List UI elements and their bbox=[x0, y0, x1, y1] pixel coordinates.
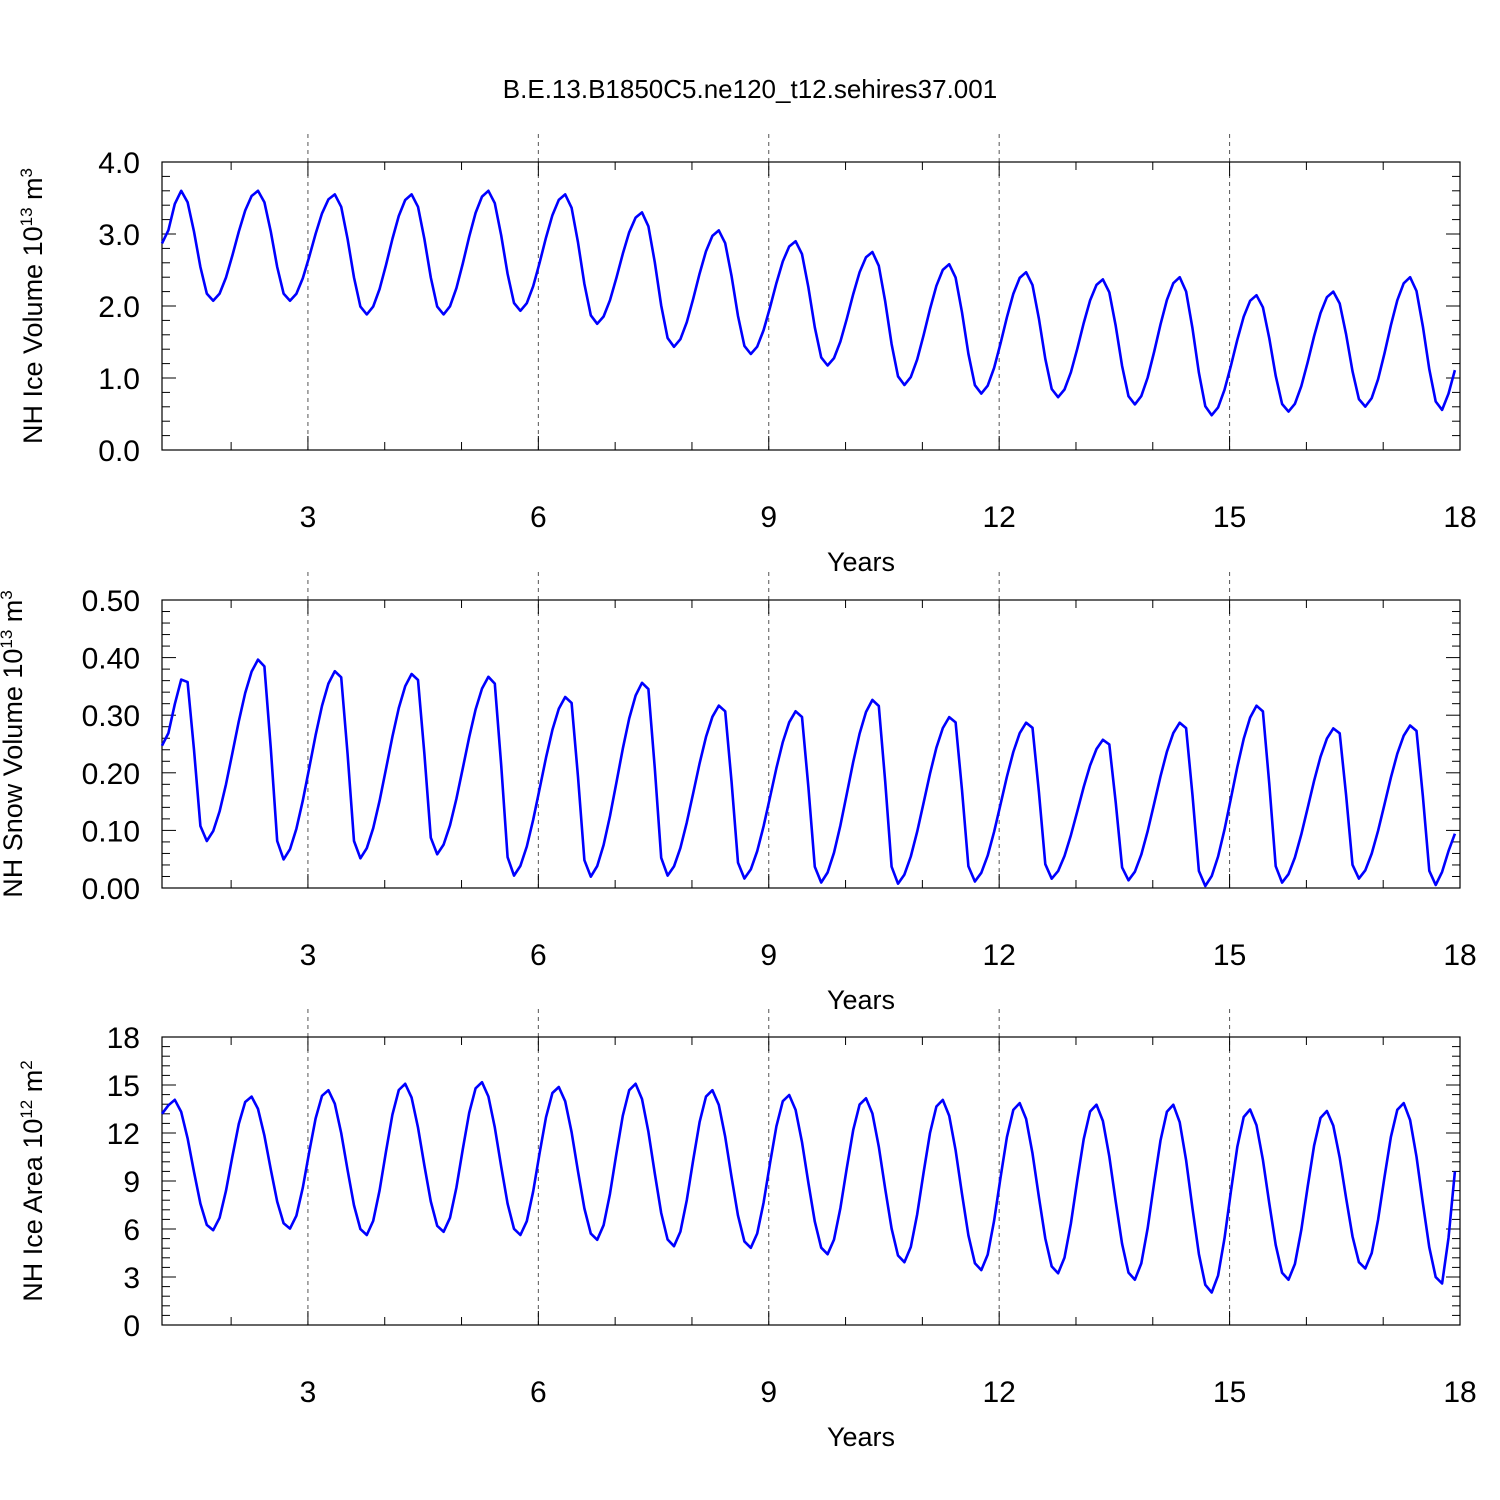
x-tick-label: 3 bbox=[300, 939, 317, 972]
x-tick-label: 15 bbox=[1213, 939, 1246, 972]
y-axis-label: NH Ice Area 1012 m2 bbox=[17, 1060, 48, 1301]
x-tick-label: 6 bbox=[530, 1376, 547, 1409]
y-tick-label: 0.10 bbox=[82, 815, 140, 848]
y-axis-label-unit: m bbox=[18, 177, 48, 207]
y-tick-label: 1.0 bbox=[98, 363, 140, 396]
y-axis-label-unit-exponent: 3 bbox=[17, 168, 36, 177]
x-tick-label: 9 bbox=[760, 501, 777, 534]
figure-title: B.E.13.B1850C5.ne120_t12.sehires37.001 bbox=[503, 74, 997, 104]
y-axis-label-exponent: 13 bbox=[0, 630, 16, 649]
x-tick-label: 12 bbox=[982, 1376, 1015, 1409]
x-tick-label: 18 bbox=[1443, 501, 1476, 534]
y-tick-label: 0.00 bbox=[82, 873, 140, 906]
plot-frame bbox=[161, 161, 1461, 451]
y-tick-label: 2.0 bbox=[98, 291, 140, 324]
x-tick-label: 3 bbox=[300, 1376, 317, 1409]
y-axis-label: NH Ice Volume 1013 m3 bbox=[17, 168, 48, 444]
x-tick-label: 9 bbox=[760, 939, 777, 972]
x-tick-label: 18 bbox=[1443, 939, 1476, 972]
series-line-nh-ice-volume bbox=[160, 189, 1457, 417]
y-tick-label: 0.20 bbox=[82, 758, 140, 791]
x-tick-label: 12 bbox=[982, 501, 1015, 534]
series-line-nh-ice-area bbox=[160, 1080, 1457, 1294]
x-axis-label: Years bbox=[827, 985, 895, 1015]
x-tick-label: 6 bbox=[530, 501, 547, 534]
x-tick-label: 15 bbox=[1213, 1376, 1246, 1409]
y-tick-label: 0.30 bbox=[82, 700, 140, 733]
x-tick-label: 15 bbox=[1213, 501, 1246, 534]
plot-frame bbox=[161, 1036, 1461, 1326]
y-tick-label: 0.50 bbox=[82, 585, 140, 618]
x-tick-label: 9 bbox=[760, 1376, 777, 1409]
y-tick-label: 9 bbox=[123, 1166, 140, 1199]
x-axis-label: Years bbox=[827, 1422, 895, 1452]
y-tick-label: 18 bbox=[107, 1022, 140, 1055]
panel-nh-ice-volume: 3 6 9 12 15 18 0.0 1.0 2.0 3.0 4.0 Years NH Ice Volu… bbox=[17, 134, 1477, 577]
y-axis-label-unit-exponent: 3 bbox=[0, 590, 16, 599]
y-tick-label: 0.40 bbox=[82, 643, 140, 676]
y-tick-label: 0 bbox=[123, 1310, 140, 1343]
x-tick-label: 12 bbox=[982, 939, 1015, 972]
y-tick-label: 12 bbox=[107, 1118, 140, 1151]
x-axis-label: Years bbox=[827, 547, 895, 577]
y-tick-label: 3 bbox=[123, 1262, 140, 1295]
x-tick-label: 6 bbox=[530, 939, 547, 972]
y-axis-label-unit-exponent: 2 bbox=[17, 1060, 36, 1069]
y-axis-label-text: NH Snow Volume 10 bbox=[0, 649, 28, 898]
y-axis-label-unit: m bbox=[0, 600, 28, 630]
y-axis-label-unit: m bbox=[18, 1070, 48, 1100]
y-tick-label: 4.0 bbox=[98, 147, 140, 180]
y-axis-label: NH Snow Volume 1013 m3 bbox=[0, 590, 28, 898]
x-tick-label: 3 bbox=[300, 501, 317, 534]
y-axis-label-exponent: 13 bbox=[17, 207, 36, 226]
x-tick-label: 18 bbox=[1443, 1376, 1476, 1409]
y-tick-label: 0.0 bbox=[98, 435, 140, 468]
series-line-nh-snow-volume bbox=[160, 658, 1457, 888]
panels: 3 6 9 12 15 18 0.0 1.0 2.0 3.0 4.0 Years NH Ice Volu… bbox=[0, 134, 1477, 1452]
y-tick-label: 15 bbox=[107, 1070, 140, 1103]
y-tick-label: 3.0 bbox=[98, 219, 140, 252]
y-axis-label-text: NH Ice Area 10 bbox=[18, 1119, 48, 1302]
panel-nh-snow-volume: 3 6 9 12 15 18 0.00 0.10 0.20 0.30 0.40 0.50 Years NH… bbox=[0, 572, 1477, 1015]
y-tick-label: 6 bbox=[123, 1214, 140, 1247]
y-axis-label-exponent: 12 bbox=[17, 1100, 36, 1119]
y-axis-label-text: NH Ice Volume 10 bbox=[18, 226, 48, 444]
